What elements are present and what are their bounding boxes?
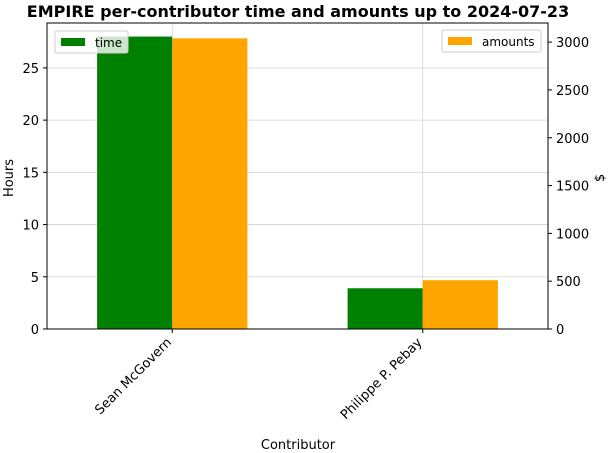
bar-time [97, 36, 173, 330]
left-y-axis: 0 5 10 15 20 25 [22, 62, 47, 338]
right-tick-label: 1500 [556, 180, 589, 195]
legend-time: time [54, 30, 129, 54]
left-y-axis-label: Hours [2, 159, 17, 197]
right-tick-label: 2000 [556, 132, 589, 147]
right-y-axis-label: $ [593, 174, 608, 182]
chart-title: EMPIRE per-contributor time and amounts … [27, 2, 569, 21]
legend-label-time: time [95, 36, 122, 50]
bar-amounts [172, 38, 248, 330]
legend-box [54, 30, 129, 54]
bars [97, 36, 498, 330]
right-tick-label: 500 [556, 275, 581, 290]
left-tick-label: 15 [22, 166, 39, 181]
x-axis: Sean McGovern Philippe P. Pebay [92, 329, 426, 423]
left-tick-label: 5 [31, 271, 39, 286]
left-tick-label: 20 [22, 114, 39, 129]
legend-box [441, 29, 542, 53]
right-y-axis: 0 500 1000 1500 2000 2500 3000 [548, 36, 589, 338]
legend-swatch-time [61, 38, 85, 46]
plot-frame [46, 22, 549, 330]
right-tick-label: 3000 [556, 36, 589, 51]
right-tick-label: 0 [556, 323, 564, 338]
bar-time [347, 288, 423, 329]
bar-amounts [422, 280, 498, 329]
left-tick-label: 0 [31, 323, 39, 338]
left-tick-label: 10 [22, 219, 39, 234]
legend-label-amounts: amounts [482, 35, 535, 49]
x-axis-label: Contributor [261, 438, 336, 453]
right-tick-label: 2500 [556, 84, 589, 99]
right-tick-label: 1000 [556, 227, 589, 242]
legend-amounts: amounts [441, 29, 542, 53]
left-tick-label: 25 [22, 62, 39, 77]
legend-swatch-amounts [448, 37, 472, 45]
x-tick-label: Sean McGovern [92, 335, 175, 418]
x-tick-label: Philippe P. Pebay [338, 335, 426, 423]
